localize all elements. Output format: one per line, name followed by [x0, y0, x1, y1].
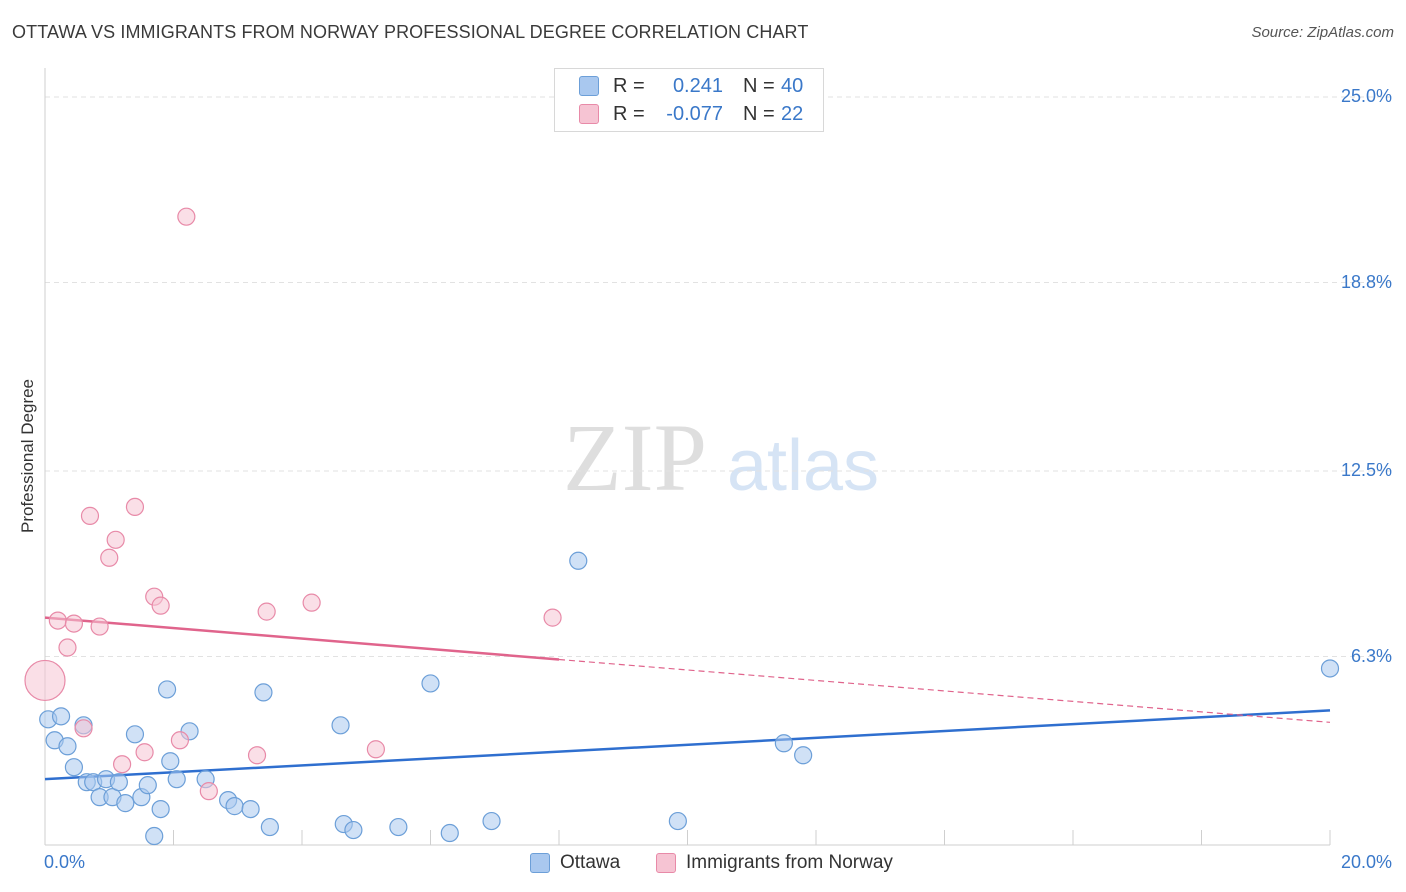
legend-r-value-norway: -0.077: [666, 102, 723, 125]
chart-title: OTTAWA VS IMMIGRANTS FROM NORWAY PROFESS…: [12, 22, 809, 42]
point-norway: [170, 731, 190, 750]
point-norway: [48, 611, 67, 630]
y-tick-label: 18.8%: [1340, 271, 1392, 292]
point-ottawa: [116, 794, 135, 813]
point-norway: [80, 506, 100, 525]
series-swatch-ottawa: [530, 853, 550, 873]
trend-lines: [44, 616, 1331, 781]
trend-line-dashed-norway: [558, 658, 1331, 723]
legend-swatch-ottawa: [579, 76, 599, 96]
point-norway: [366, 740, 385, 759]
point-norway: [24, 659, 66, 702]
point-ottawa: [58, 737, 77, 756]
legend-r-label: R =: [613, 102, 645, 125]
series-swatch-norway: [656, 853, 676, 873]
point-norway: [177, 207, 196, 226]
legend-n-label: N =: [743, 102, 775, 125]
point-ottawa: [794, 746, 813, 765]
legend-n-value-ottawa: 40: [781, 74, 804, 97]
point-ottawa: [482, 811, 501, 831]
point-norway: [135, 743, 154, 762]
point-ottawa: [440, 823, 459, 843]
point-ottawa: [421, 674, 440, 693]
x-tick-label-max: 20.0%: [1340, 852, 1392, 872]
series-label-norway: Immigrants from Norway: [686, 852, 893, 873]
y-tick-label: 12.5%: [1340, 460, 1392, 480]
point-ottawa: [389, 817, 408, 837]
point-norway: [199, 782, 218, 801]
point-norway: [90, 617, 109, 636]
point-ottawa: [138, 776, 157, 795]
point-ottawa: [668, 811, 687, 831]
point-norway: [112, 755, 132, 774]
point-ottawa: [157, 680, 177, 699]
watermark-zip: ZIP: [563, 404, 707, 511]
series-legend: Ottawa Immigrants from Norway: [0, 852, 1406, 878]
legend-r-value-ottawa: 0.241: [672, 74, 723, 97]
x-tick-label-min: 0.0%: [44, 852, 86, 872]
point-ottawa: [241, 799, 260, 819]
point-ottawa: [569, 551, 588, 570]
series-legend-ottawa[interactable]: Ottawa: [530, 852, 620, 874]
point-ottawa: [260, 817, 279, 837]
legend-r-label: R =: [613, 74, 645, 97]
legend-row-ottawa: R = 0.241 N = 40: [579, 73, 803, 99]
source-label: Source: ZipAtlas.com: [1251, 24, 1394, 41]
point-ottawa: [167, 770, 186, 789]
legend-n-value-norway: 22: [781, 102, 804, 125]
point-ottawa: [225, 797, 244, 816]
trend-line-ottawa: [44, 709, 1331, 781]
point-ottawa: [64, 758, 84, 777]
point-norway: [302, 593, 321, 612]
point-norway: [543, 608, 562, 627]
point-ottawa: [344, 820, 363, 840]
correlation-legend: R = 0.241 N = 40 R = -0.077 N = 22: [554, 68, 824, 132]
point-ottawa: [125, 725, 145, 744]
legend-swatch-norway: [579, 104, 599, 124]
data-points: [24, 207, 1340, 846]
point-ottawa: [1320, 659, 1340, 678]
point-norway: [106, 530, 125, 549]
legend-row-norway: R = -0.077 N = 22: [579, 101, 803, 127]
point-norway: [151, 596, 170, 615]
y-tick-label: 6.3%: [1350, 645, 1392, 666]
point-norway: [64, 614, 84, 633]
point-ottawa: [151, 799, 170, 819]
point-norway: [100, 548, 119, 567]
point-ottawa: [161, 752, 180, 771]
series-label-ottawa: Ottawa: [560, 852, 621, 873]
y-tick-label: 25.0%: [1340, 86, 1392, 106]
gridlines: [45, 96, 1395, 658]
legend-n-label: N =: [743, 74, 775, 97]
point-norway: [125, 497, 145, 517]
series-legend-norway[interactable]: Immigrants from Norway: [656, 852, 893, 874]
point-norway: [247, 746, 267, 765]
point-ottawa: [109, 773, 128, 792]
watermark: ZIP atlas: [563, 404, 879, 511]
point-ottawa: [145, 826, 164, 846]
point-norway: [58, 638, 77, 657]
point-ottawa: [254, 683, 273, 702]
point-norway: [74, 719, 93, 738]
watermark-atlas: atlas: [727, 426, 879, 506]
point-ottawa: [331, 716, 350, 735]
point-ottawa: [774, 734, 793, 753]
trend-line-norway: [44, 616, 560, 661]
point-norway: [257, 602, 276, 621]
point-ottawa: [51, 707, 71, 726]
